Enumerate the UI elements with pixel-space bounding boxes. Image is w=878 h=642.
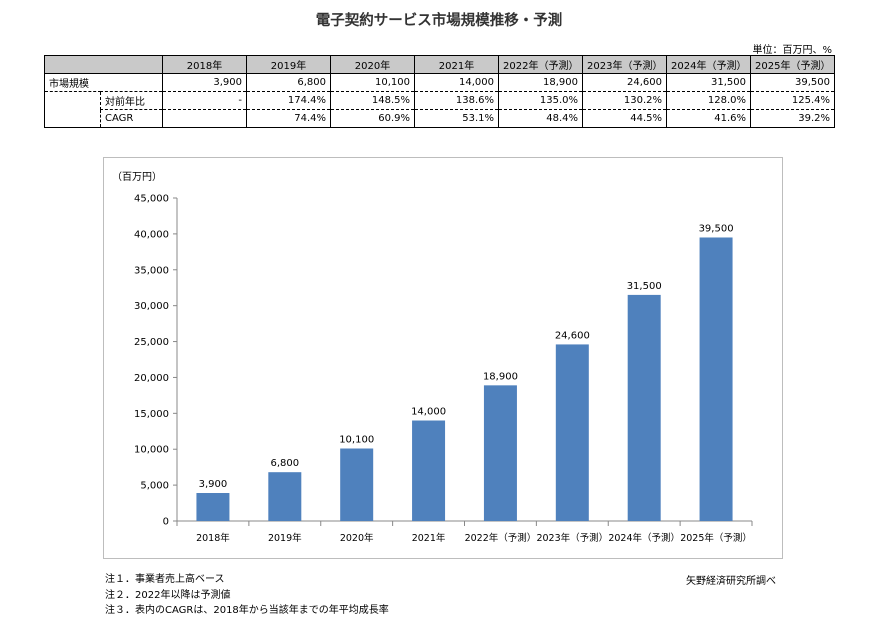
y-tick-label: 30,000 xyxy=(134,301,169,312)
x-tick-label: 2022年（予測） xyxy=(465,532,537,544)
table-cell: 24,600 xyxy=(582,73,667,92)
bar xyxy=(340,448,374,521)
table-cell: 6,800 xyxy=(246,73,331,92)
y-tick-label: 35,000 xyxy=(134,265,169,276)
table-cell: 174.4% xyxy=(246,91,331,110)
y-tick-label: 25,000 xyxy=(134,337,169,348)
y-tick-label: 15,000 xyxy=(134,409,169,420)
x-tick-label: 2018年 xyxy=(196,532,230,544)
y-tick-label: 20,000 xyxy=(134,373,169,384)
table-cell: 10,100 xyxy=(330,73,415,92)
x-tick-label: 2019年 xyxy=(268,532,302,544)
bar xyxy=(196,493,230,521)
data-label: 39,500 xyxy=(699,223,734,234)
table-cell: 41.6% xyxy=(666,109,751,128)
bar-chart-svg: （百万円） 0 5,000 10,000 15,000 20,000 25,000 30,0… xyxy=(112,171,753,544)
row-indent xyxy=(44,109,101,128)
table-header-row: 2018年 2019年 2020年 2021年 2022年（予測） 2023年（… xyxy=(44,55,835,74)
footnote: 注３．表内のCAGRは、2018年から当該年までの年平均成長率 xyxy=(105,605,389,616)
data-label: 10,100 xyxy=(339,435,374,446)
data-label: 18,900 xyxy=(483,371,518,382)
table-header-cell: 2022年（予測） xyxy=(498,55,583,74)
bar xyxy=(699,237,733,521)
table-cell: 138.6% xyxy=(414,91,499,110)
y-tick-label: 5,000 xyxy=(140,481,169,492)
table-cell: 60.9% xyxy=(330,109,415,128)
page-title: 電子契約サービス市場規模推移・予測 xyxy=(315,13,563,29)
y-axis-unit-label: （百万円） xyxy=(112,171,162,183)
y-tick-label: 40,000 xyxy=(134,229,169,240)
table-cell: 39.2% xyxy=(750,109,835,128)
table-cell xyxy=(162,109,247,128)
x-tick-label: 2020年 xyxy=(340,532,374,544)
table-header-cell: 2025年（予測） xyxy=(750,55,835,74)
unit-note: 単位：百万円、% xyxy=(752,45,832,56)
x-tick-label: 2023年（予測） xyxy=(536,532,608,544)
table-cell: 128.0% xyxy=(666,91,751,110)
table-header-cell: 2019年 xyxy=(246,55,331,74)
bar xyxy=(412,420,446,521)
table-cell: 148.5% xyxy=(330,91,415,110)
table-cell: 31,500 xyxy=(666,73,751,92)
table-header-cell: 2023年（予測） xyxy=(582,55,667,74)
table-header-blank xyxy=(44,55,163,74)
bar-chart: （百万円） 0 5,000 10,000 15,000 20,000 25,000 30,0… xyxy=(103,157,783,559)
table-cell: 48.4% xyxy=(498,109,583,128)
data-label: 24,600 xyxy=(555,330,590,341)
table-cell: 18,900 xyxy=(498,73,583,92)
row-label: 市場規模 xyxy=(44,73,163,92)
y-tick-label: 0 xyxy=(163,517,169,528)
data-label: 31,500 xyxy=(627,281,662,292)
table-cell: 14,000 xyxy=(414,73,499,92)
y-tick-label: 10,000 xyxy=(134,445,169,456)
table-header-cell: 2021年 xyxy=(414,55,499,74)
table-header-cell: 2018年 xyxy=(162,55,247,74)
x-tick-label: 2024年（予測） xyxy=(608,532,680,544)
footnotes: 注１．事業者売上高ベース 注２．2022年以降は予測値 注３．表内のCAGRは、… xyxy=(105,572,389,619)
table-cell: 53.1% xyxy=(414,109,499,128)
table-header-cell: 2020年 xyxy=(330,55,415,74)
table-cell: 39,500 xyxy=(750,73,835,92)
y-tick-label: 45,000 xyxy=(134,194,169,205)
footnote: 注１．事業者売上高ベース xyxy=(105,574,225,585)
table-cell: 44.5% xyxy=(582,109,667,128)
table-cell: 135.0% xyxy=(498,91,583,110)
table-row: 対前年比 - 174.4% 148.5% 138.6% 135.0% 130.2… xyxy=(44,91,835,110)
table-cell: 74.4% xyxy=(246,109,331,128)
x-tick-label: 2025年（予測） xyxy=(680,532,752,544)
row-label: 対前年比 xyxy=(100,91,163,110)
table-row: CAGR 74.4% 60.9% 53.1% 48.4% 44.5% 41.6%… xyxy=(44,109,835,128)
source-credit: 矢野経済研究所調べ xyxy=(686,576,776,587)
bar xyxy=(627,294,661,521)
data-label: 14,000 xyxy=(411,407,446,418)
data-label: 3,900 xyxy=(199,479,228,490)
x-tick-label: 2021年 xyxy=(412,532,446,544)
bar xyxy=(555,344,589,521)
table-cell: 3,900 xyxy=(162,73,247,92)
table-header-cell: 2024年（予測） xyxy=(666,55,751,74)
data-label: 6,800 xyxy=(270,458,299,469)
market-size-table: 2018年 2019年 2020年 2021年 2022年（予測） 2023年（… xyxy=(44,55,835,128)
bar xyxy=(268,472,302,521)
table-cell: 130.2% xyxy=(582,91,667,110)
row-label: CAGR xyxy=(100,109,163,128)
row-indent xyxy=(44,91,101,110)
table-cell: - xyxy=(162,91,247,110)
table-row: 市場規模 3,900 6,800 10,100 14,000 18,900 24… xyxy=(44,73,835,92)
footnote: 注２．2022年以降は予測値 xyxy=(105,589,231,601)
bar xyxy=(483,385,517,521)
table-cell: 125.4% xyxy=(750,91,835,110)
